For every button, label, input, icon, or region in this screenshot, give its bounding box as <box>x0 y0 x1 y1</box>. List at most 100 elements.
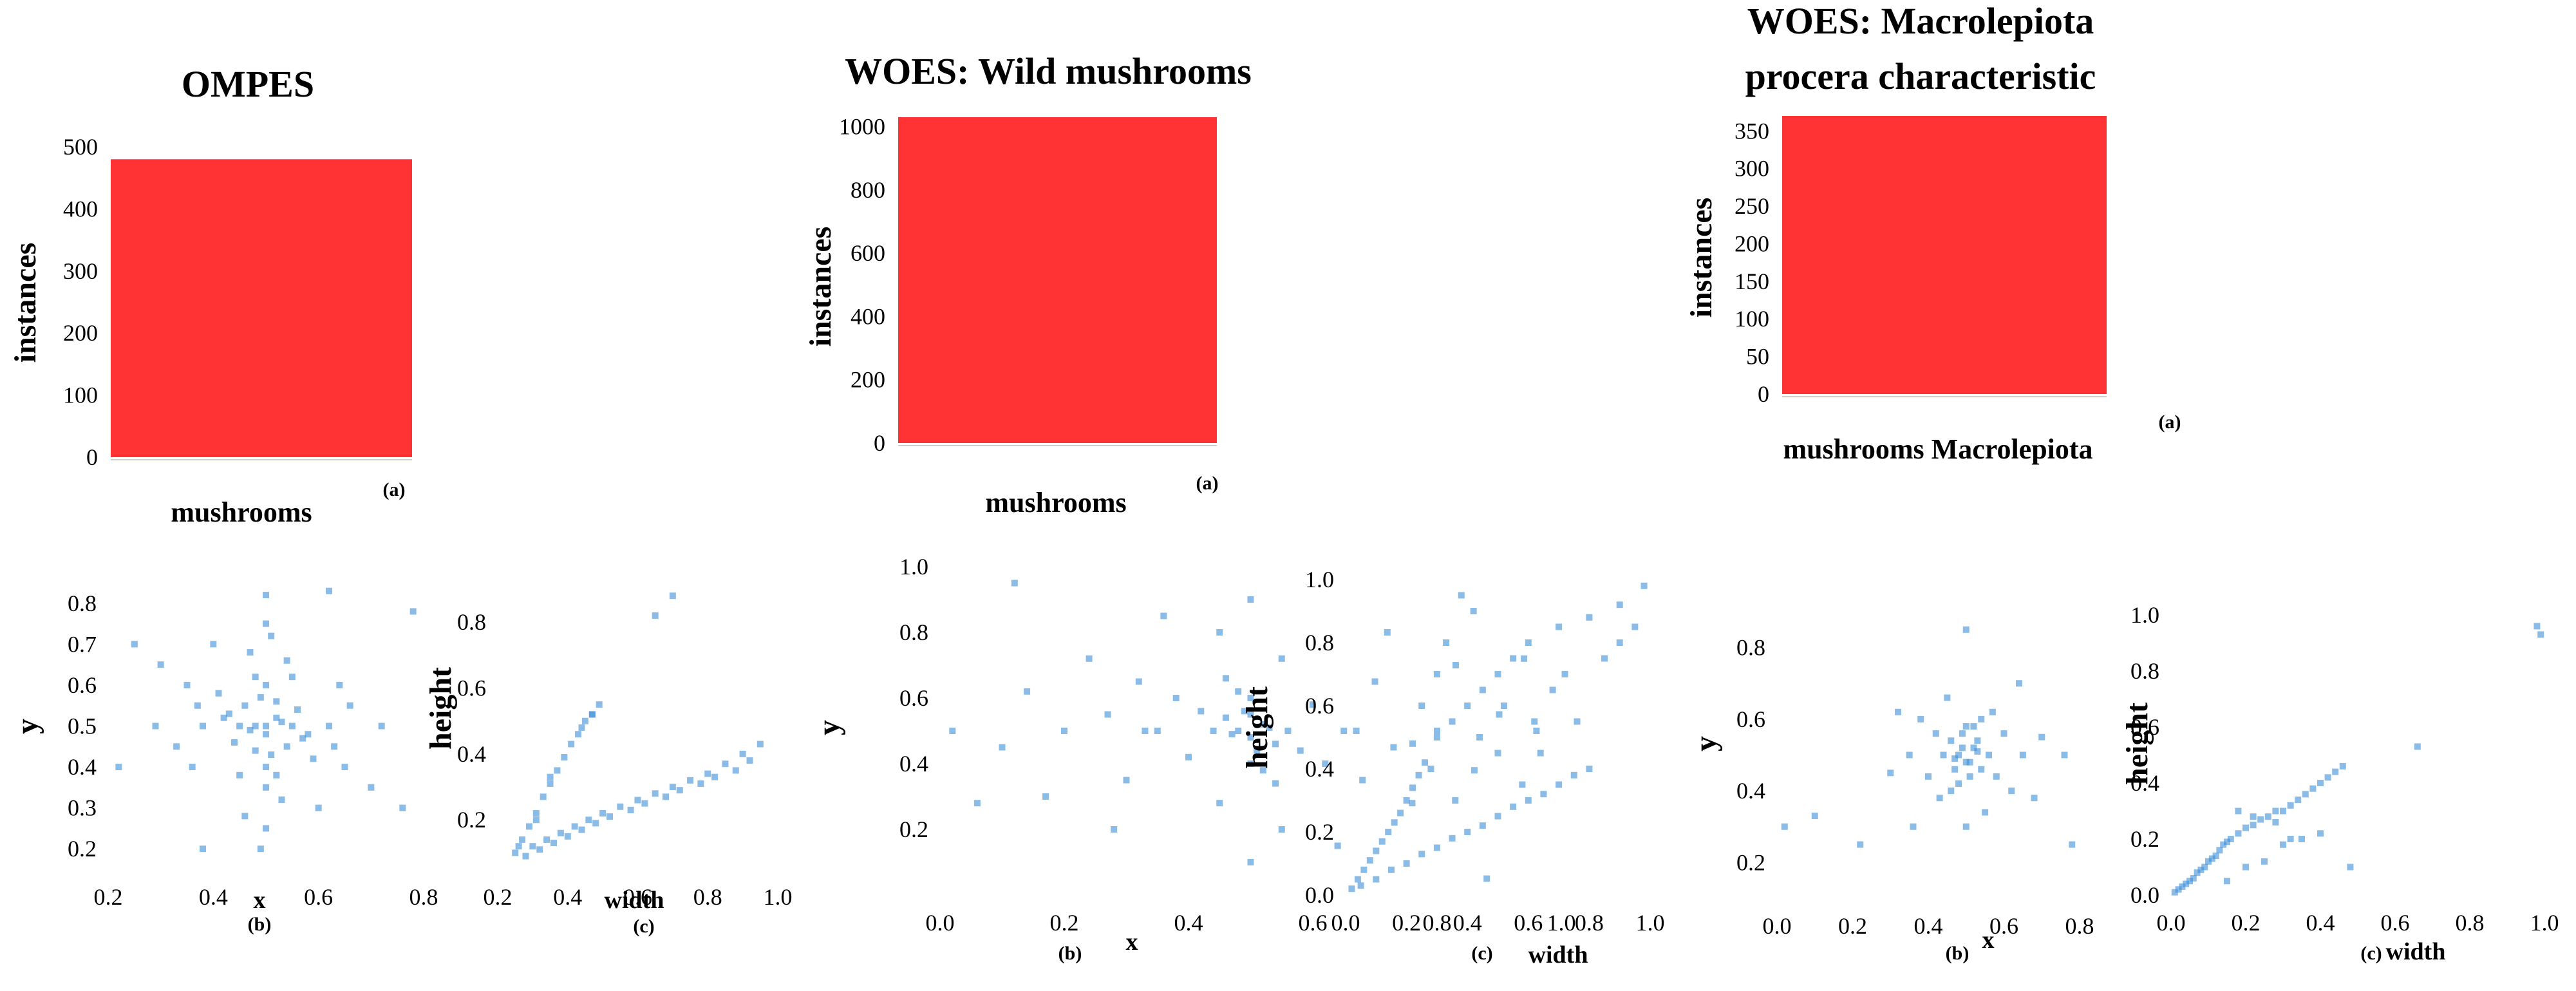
scatter-point <box>183 681 191 688</box>
scatter-point <box>263 731 269 738</box>
scatter-point <box>2220 841 2227 848</box>
x-tick-label: 0.4 <box>199 884 228 910</box>
scatter-point <box>732 767 739 774</box>
scatter-point <box>1235 688 1242 695</box>
y-axis-label: height <box>1240 686 1274 769</box>
scatter-point <box>225 710 232 717</box>
scatter-point <box>1384 629 1391 636</box>
x-tick-label: 0.4 <box>553 884 582 910</box>
x-tick-label: 0.8 <box>409 884 438 910</box>
scatter-point <box>336 681 343 688</box>
y-tick-label: 0.0 <box>2130 882 2159 908</box>
scatter-point <box>641 800 648 807</box>
scatter-point <box>1418 703 1425 709</box>
x-axis-label: width <box>1528 941 1588 968</box>
scatter-point <box>2194 869 2201 876</box>
scatter-point <box>1951 755 1959 762</box>
scatter-point <box>1011 580 1018 587</box>
scatter-point <box>2242 824 2249 831</box>
scatter-point <box>1962 823 1970 830</box>
y-tick-label: 400 <box>851 303 885 329</box>
scatter-point <box>588 711 596 718</box>
scatter-point <box>1359 777 1366 784</box>
y-axis-label: height <box>424 667 458 750</box>
scatter-point <box>634 797 641 804</box>
scatter-point <box>1951 766 1959 773</box>
scatter-point <box>2216 847 2223 854</box>
scatter-point <box>157 661 164 668</box>
scatter-point <box>1433 734 1440 741</box>
x-tick-label: 0.8 <box>1575 910 1604 936</box>
scatter-point <box>1385 829 1392 835</box>
y-tick-label: 500 <box>63 134 98 160</box>
scatter-point <box>2000 730 2007 737</box>
x-tick-label: 0.4 <box>1914 913 1943 939</box>
x-tick-label: 0.4 <box>1174 910 1203 936</box>
scatter-point <box>1986 751 1992 759</box>
scatter-point <box>1970 723 1977 730</box>
scatter-point <box>2339 762 2346 769</box>
scatter-point <box>2250 822 2257 829</box>
scatter-point <box>283 743 290 750</box>
y-tick-label: 250 <box>1735 193 1769 219</box>
scatter-point <box>1601 655 1608 662</box>
macrolepiota-xy-scatter: 0.2 0.4 0.6 0.8 0.0 0.2 0.4 0.6 0.8 x y (b) <box>1689 626 2094 964</box>
scatter-point <box>210 641 217 648</box>
scatter-point <box>378 722 385 730</box>
scatter-point <box>519 836 526 843</box>
scatter-point <box>1198 708 1205 715</box>
scatter-point <box>257 694 264 701</box>
scatter-point <box>1631 623 1639 630</box>
scatter-point <box>554 767 561 774</box>
scatter-point <box>2261 858 2268 865</box>
scatter-point <box>1334 842 1341 849</box>
scatter-point <box>571 823 578 830</box>
scatter-point <box>578 826 585 833</box>
scatter-point <box>1061 728 1067 734</box>
scatter-point <box>2069 841 2076 848</box>
scatter-point <box>1540 791 1547 798</box>
scatter-point <box>236 722 243 730</box>
scatter-point <box>669 592 676 599</box>
scatter-point <box>1247 596 1254 603</box>
scatter-point <box>2264 813 2271 820</box>
scatter-point <box>1216 629 1223 636</box>
scatter-point <box>1525 639 1532 646</box>
scatter-point <box>1641 582 1648 589</box>
panel-label: (a) <box>1196 473 1219 494</box>
scatter-point <box>1259 767 1266 774</box>
x-tick-label: 0.6 <box>1514 910 1543 936</box>
y-tick-label: 0.6 <box>1736 706 1765 732</box>
scatter-point <box>1531 718 1538 725</box>
y-tick-label: 0.2 <box>899 816 928 842</box>
scatter-point <box>2224 878 2230 885</box>
scatter-point <box>1111 826 1118 833</box>
scatter-point <box>557 829 564 836</box>
scatter-point <box>1434 728 1440 734</box>
y-tick-label: 1.0 <box>899 554 928 580</box>
scatter-point <box>2347 864 2354 871</box>
scatter-point <box>1433 844 1440 851</box>
y-tick-label: 0.4 <box>899 751 928 777</box>
scatter-point <box>2019 751 2026 759</box>
y-tick-label: 0.5 <box>68 713 97 739</box>
scatter-point <box>529 843 536 850</box>
scatter-point <box>1340 728 1348 734</box>
y-tick-label: 0.2 <box>1305 819 1334 845</box>
wild-mushrooms-width-height-scatter: 0.00.20.40.60.81.00.0 0.2 0.4 0.6 0.8 1.0widt… <box>1240 567 1665 968</box>
scatter-point <box>2534 623 2541 630</box>
scatter-point <box>1970 744 1977 751</box>
y-axis-label: height <box>2120 703 2154 785</box>
scatter-point <box>1556 623 1563 630</box>
scatter-point <box>115 764 122 771</box>
x-tick-label: 0.8 <box>1423 910 1452 936</box>
scatter-point <box>578 724 585 731</box>
scatter-point <box>2186 878 2193 885</box>
scatter-point <box>1297 747 1304 754</box>
scatter-point <box>409 608 417 615</box>
scatter-point <box>2287 802 2294 809</box>
scatter-point <box>669 784 676 791</box>
scatter-point <box>200 845 206 853</box>
y-tick-label: 0.0 <box>1305 882 1334 908</box>
scatter-point <box>652 790 659 797</box>
